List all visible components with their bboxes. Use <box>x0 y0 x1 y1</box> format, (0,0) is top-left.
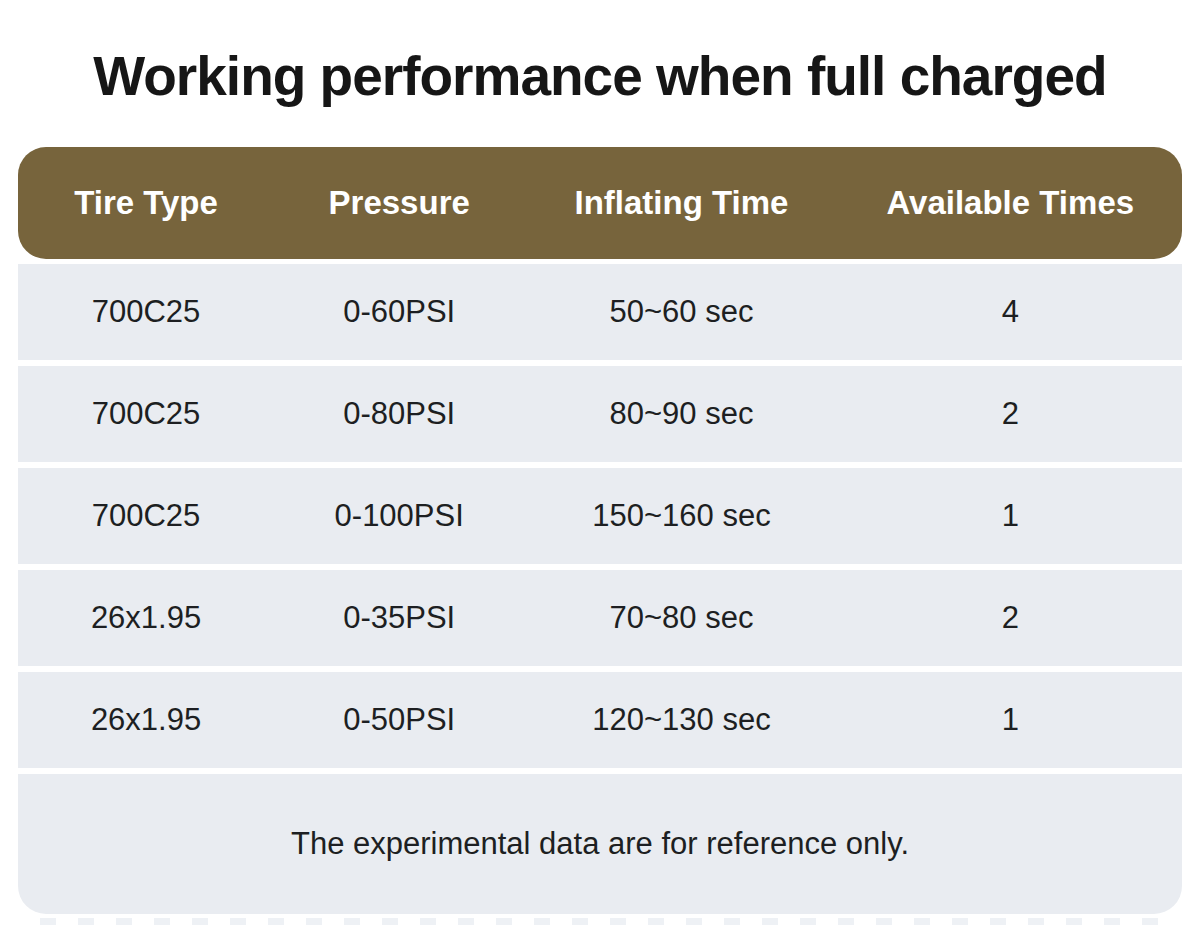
table-cell: 0-80PSI <box>274 396 524 432</box>
table-row: 26x1.950-50PSI120~130 sec1 <box>18 672 1182 768</box>
table-cell: 26x1.95 <box>18 600 274 636</box>
table-header-row: Tire Type Pressure Inflating Time Availa… <box>18 147 1182 259</box>
table-cell: 0-100PSI <box>274 498 524 534</box>
table-row: 700C250-60PSI50~60 sec4 <box>18 264 1182 360</box>
table-cell: 1 <box>839 498 1182 534</box>
table-body: 700C250-60PSI50~60 sec4700C250-80PSI80~9… <box>18 264 1182 768</box>
table-cell: 2 <box>839 600 1182 636</box>
table-cell: 2 <box>839 396 1182 432</box>
table-cell: 26x1.95 <box>18 702 274 738</box>
column-header-available-times: Available Times <box>839 184 1182 222</box>
table-row: 700C250-80PSI80~90 sec2 <box>18 366 1182 462</box>
column-header-tire-type: Tire Type <box>18 184 274 222</box>
table-footnote-row: The experimental data are for reference … <box>18 774 1182 914</box>
table-row: 26x1.950-35PSI70~80 sec2 <box>18 570 1182 666</box>
table-cell: 0-35PSI <box>274 600 524 636</box>
table-cell: 120~130 sec <box>524 702 838 738</box>
table-cell: 700C25 <box>18 396 274 432</box>
column-header-pressure: Pressure <box>274 184 524 222</box>
table-cell: 80~90 sec <box>524 396 838 432</box>
table-cell: 70~80 sec <box>524 600 838 636</box>
table-row: 700C250-100PSI150~160 sec1 <box>18 468 1182 564</box>
table-cell: 50~60 sec <box>524 294 838 330</box>
table-cell: 0-60PSI <box>274 294 524 330</box>
table-cell: 1 <box>839 702 1182 738</box>
table-cell: 4 <box>839 294 1182 330</box>
decorative-dashes <box>40 918 1160 925</box>
table-cell: 700C25 <box>18 498 274 534</box>
working-performance-infographic: Working performance when full charged Ti… <box>0 0 1200 929</box>
column-header-inflating-time: Inflating Time <box>524 184 838 222</box>
page-title: Working performance when full charged <box>0 0 1200 107</box>
table-cell: 0-50PSI <box>274 702 524 738</box>
footnote-text: The experimental data are for reference … <box>291 826 909 862</box>
table-cell: 150~160 sec <box>524 498 838 534</box>
performance-table: Tire Type Pressure Inflating Time Availa… <box>18 147 1182 914</box>
table-cell: 700C25 <box>18 294 274 330</box>
